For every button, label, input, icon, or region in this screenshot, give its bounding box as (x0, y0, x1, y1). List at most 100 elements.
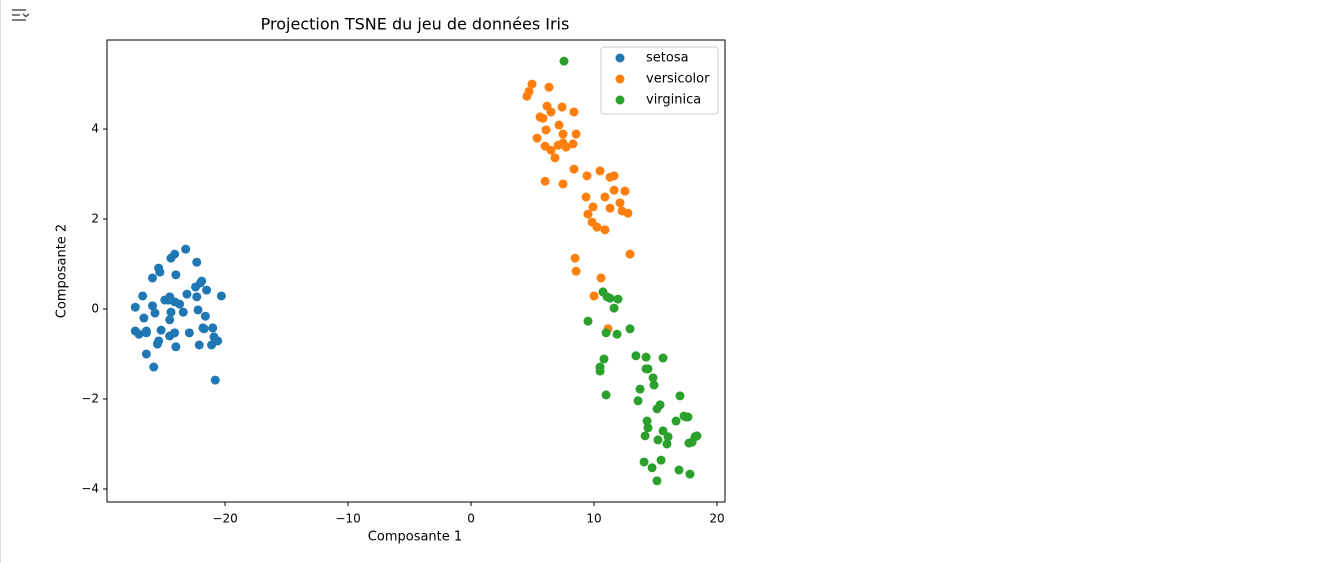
x-axis-label: Composante 1 (368, 530, 462, 545)
point (166, 307, 176, 317)
point (208, 323, 218, 333)
legend-marker (615, 74, 625, 84)
point (148, 301, 158, 311)
point (589, 291, 599, 301)
point (643, 364, 653, 374)
point (194, 340, 204, 350)
point (641, 352, 651, 362)
point (663, 432, 673, 442)
point (199, 324, 209, 334)
point (583, 209, 593, 219)
point (213, 336, 223, 346)
point (154, 336, 164, 346)
point (570, 253, 580, 263)
point (658, 426, 668, 436)
point (192, 257, 202, 267)
point (588, 202, 598, 212)
point (635, 384, 645, 394)
point (165, 315, 175, 325)
point (613, 294, 623, 304)
point (595, 166, 605, 176)
x-tick-label: 0 (467, 512, 475, 526)
point (600, 192, 610, 202)
point (599, 354, 609, 364)
point (540, 141, 550, 151)
point (609, 185, 619, 195)
output-icon (12, 9, 30, 21)
point (558, 129, 568, 139)
point (130, 302, 140, 312)
point (596, 273, 606, 283)
point (620, 186, 630, 196)
point (546, 107, 556, 117)
point (150, 308, 160, 318)
output-toolbar[interactable] (10, 6, 32, 26)
point (601, 328, 611, 338)
point (182, 289, 192, 299)
point (553, 140, 563, 150)
point (647, 463, 657, 473)
point (571, 266, 581, 276)
point (609, 303, 619, 313)
point (692, 431, 702, 441)
point (216, 291, 226, 301)
point (582, 171, 592, 181)
point (569, 164, 579, 174)
x-tick-label: 20 (709, 512, 724, 526)
y-tick-label: −4 (81, 481, 99, 495)
point (671, 416, 681, 426)
point (615, 198, 625, 208)
point (134, 329, 144, 339)
point (658, 353, 668, 363)
y-tick-label: 4 (91, 122, 99, 136)
point (550, 153, 560, 163)
point (202, 285, 212, 295)
point (631, 351, 641, 361)
point (675, 391, 685, 401)
chart-title: Projection TSNE du jeu de données Iris (261, 15, 570, 34)
legend-marker (615, 53, 625, 63)
chart: Projection TSNE du jeu de données Iris C… (55, 15, 726, 545)
point (648, 373, 658, 383)
point (569, 107, 579, 117)
point (170, 249, 180, 259)
point (609, 171, 619, 181)
point (557, 102, 567, 112)
point (581, 192, 591, 202)
legend-label: setosa (646, 51, 689, 66)
point (541, 125, 551, 135)
point (141, 328, 151, 338)
point (532, 133, 542, 143)
legend-label: virginica (646, 93, 701, 108)
point (656, 455, 666, 465)
point (639, 457, 649, 467)
point (674, 465, 684, 475)
point (138, 291, 148, 301)
point (171, 270, 181, 280)
point (178, 307, 188, 317)
point (148, 273, 158, 283)
point (687, 437, 697, 447)
point (163, 295, 173, 305)
legend-label: versicolor (646, 72, 710, 87)
point (139, 313, 149, 323)
point (192, 292, 202, 302)
point (652, 476, 662, 486)
point (662, 439, 672, 449)
point (625, 249, 635, 259)
plot-frame (106, 39, 726, 503)
legend-box (600, 46, 719, 115)
point (617, 206, 627, 216)
point (681, 412, 691, 422)
y-tick-label: 2 (91, 212, 99, 226)
point (625, 324, 635, 334)
point (197, 276, 207, 286)
point (156, 325, 166, 335)
point (181, 244, 191, 254)
point (200, 311, 210, 321)
point (175, 299, 185, 309)
point (558, 179, 568, 189)
point (540, 176, 550, 186)
point (535, 112, 545, 122)
